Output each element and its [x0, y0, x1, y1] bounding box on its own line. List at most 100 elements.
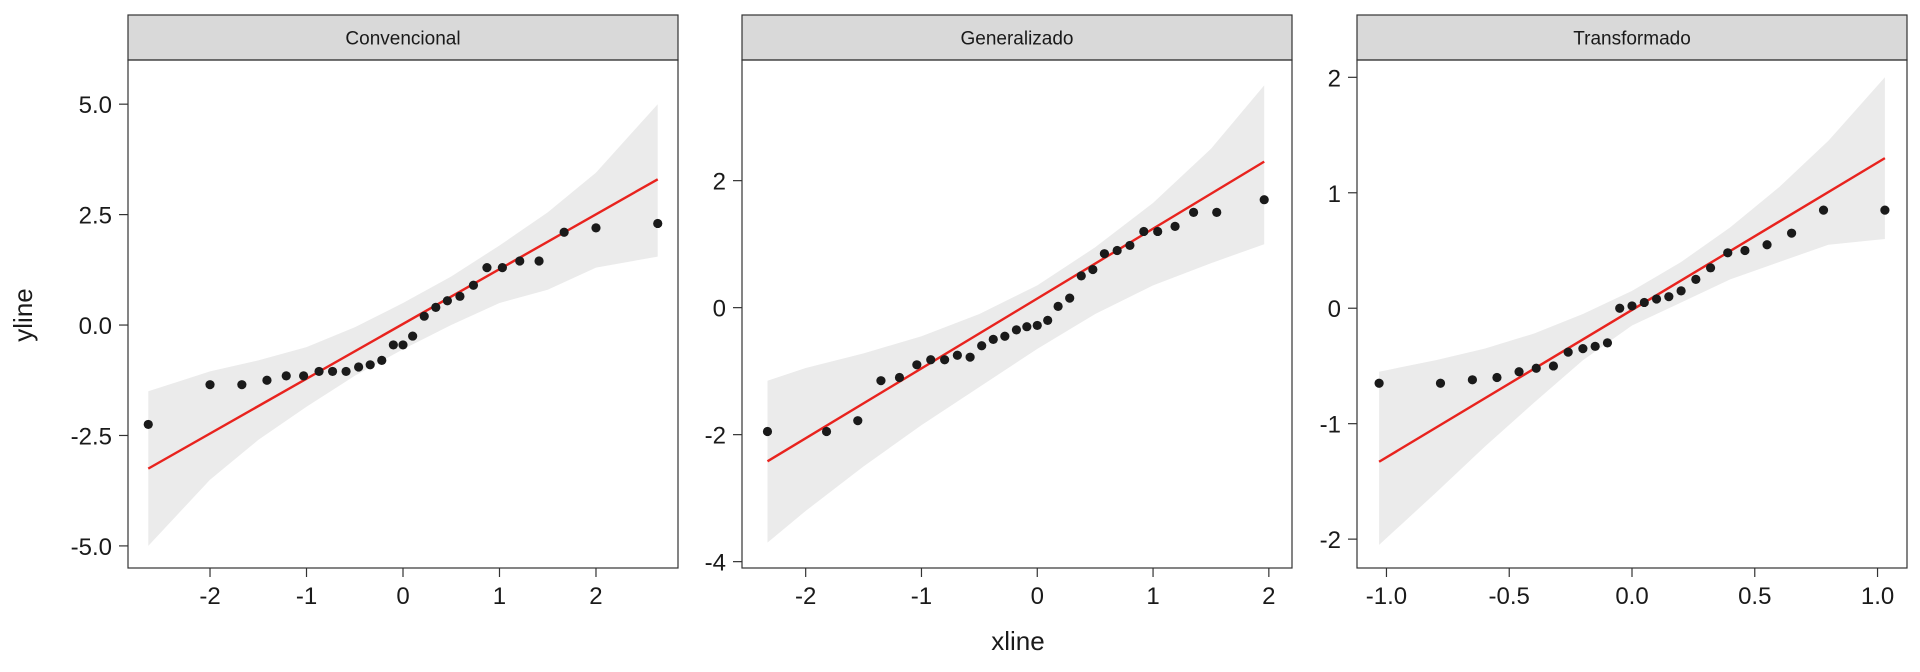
data-point: [1435, 378, 1446, 388]
data-point: [1139, 226, 1149, 237]
y-tick-label: 1: [1328, 181, 1341, 208]
panel-title: Transformado: [1573, 29, 1691, 50]
x-tick-label: 1.0: [1861, 583, 1894, 610]
y-tick-label: 0: [1328, 296, 1341, 323]
data-point: [482, 263, 492, 273]
data-point: [143, 419, 153, 430]
y-tick-label: 0.0: [79, 313, 112, 340]
data-point: [1076, 271, 1086, 281]
x-tick-label: -1.0: [1366, 583, 1407, 610]
data-point: [876, 376, 886, 386]
data-point: [1153, 226, 1163, 237]
data-point: [1723, 248, 1733, 258]
x-tick-label: 0: [396, 583, 409, 610]
y-tick-label: -5.0: [71, 534, 112, 561]
y-tick-label: -2.5: [71, 423, 112, 450]
data-point: [952, 350, 962, 360]
data-point: [591, 223, 601, 233]
data-point: [1740, 245, 1750, 256]
data-point: [894, 372, 905, 383]
x-tick-label: -0.5: [1489, 583, 1530, 610]
data-point: [1000, 331, 1010, 341]
data-point: [398, 340, 408, 350]
data-point: [1112, 245, 1122, 256]
data-point: [1664, 292, 1674, 302]
data-point: [431, 302, 441, 312]
data-point: [1212, 207, 1222, 217]
data-point: [341, 366, 351, 377]
data-point: [1705, 263, 1716, 273]
data-point: [1467, 375, 1478, 385]
data-point: [468, 280, 479, 290]
panel-transformado: Transformado -1.0 -0.5 0.0 0.5 1.0 -2 -1 0 1 2: [1320, 14, 1908, 610]
data-point: [1032, 320, 1042, 331]
y-tick-label: 2: [713, 169, 726, 196]
panel-strip: [1356, 14, 1908, 61]
data-point: [327, 366, 338, 377]
confidence-band: [767, 85, 1265, 543]
y-tick-label: 5.0: [79, 92, 112, 119]
data-point: [205, 380, 215, 390]
x-tick-label: 0.0: [1615, 583, 1648, 610]
data-point: [1762, 240, 1772, 250]
data-point: [455, 291, 465, 301]
x-tick-label: -1: [911, 583, 932, 610]
data-point: [1818, 205, 1829, 215]
data-point: [1088, 264, 1098, 275]
panel-border: [741, 59, 1293, 569]
x-tick-label: -1: [296, 583, 317, 610]
x-tick-label: 0.5: [1738, 583, 1771, 610]
data-point: [1691, 274, 1701, 284]
data-point: [1259, 195, 1269, 205]
data-point: [442, 296, 452, 306]
data-point: [940, 355, 950, 365]
reference-line: [766, 160, 1265, 463]
data-point: [281, 371, 291, 381]
x-tick-label: -2: [199, 583, 220, 610]
data-point: [1786, 228, 1797, 238]
data-point: [1188, 207, 1199, 217]
x-tick-label: 2: [589, 583, 602, 610]
data-point: [388, 340, 398, 350]
y-tick-label: 2: [1328, 65, 1341, 92]
data-point: [1615, 303, 1625, 313]
data-point: [1011, 325, 1022, 335]
data-point: [1170, 221, 1180, 231]
data-point: [408, 331, 418, 341]
data-point: [912, 360, 922, 370]
data-point: [1880, 205, 1890, 215]
data-point: [977, 341, 987, 351]
data-point: [354, 362, 364, 372]
data-point: [1022, 322, 1032, 332]
data-point: [926, 355, 936, 365]
data-point: [1602, 338, 1613, 348]
y-tick-label: -4: [705, 550, 726, 577]
data-point: [762, 426, 773, 437]
data-point: [497, 263, 507, 273]
x-tick-label: 2: [1262, 583, 1275, 610]
y-tick-label: -2: [1320, 527, 1341, 554]
y-tick-label: 0: [713, 296, 726, 323]
data-point: [1578, 344, 1588, 354]
data-point: [653, 218, 663, 229]
data-point: [559, 227, 569, 237]
data-point: [365, 360, 375, 370]
data-point: [1125, 240, 1135, 251]
data-point: [1053, 301, 1063, 311]
reference-line: [147, 178, 659, 470]
data-point: [1590, 341, 1600, 351]
panel-strip: [127, 14, 679, 61]
x-tick-label: 0: [1031, 583, 1044, 610]
data-point: [299, 371, 309, 381]
y-tick-label: 2.5: [79, 203, 112, 230]
panel-generalizado: Generalizado -2 -1 0 1 2 -4 -2 0 2: [705, 14, 1293, 610]
y-tick-label: -2: [705, 423, 726, 450]
data-point: [1043, 315, 1053, 325]
data-point: [1514, 367, 1524, 377]
data-point: [988, 334, 998, 344]
panel-title: Generalizado: [960, 29, 1073, 50]
data-point: [1065, 293, 1075, 303]
x-axis-title: xline: [991, 626, 1044, 656]
data-point: [1676, 286, 1686, 296]
